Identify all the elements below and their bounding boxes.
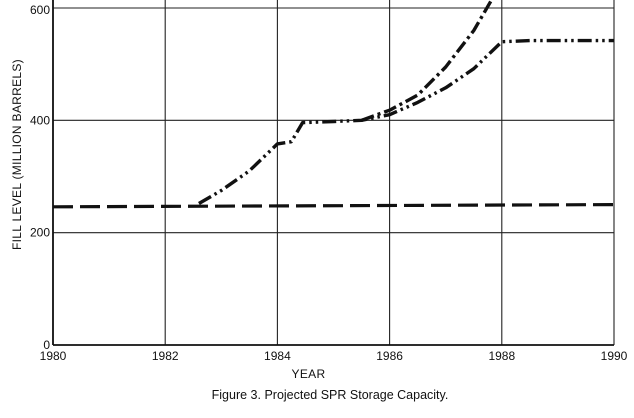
- x-tick-label: 1980: [40, 349, 67, 363]
- x-tick-label: 1986: [376, 349, 403, 363]
- y-tick-label: 200: [30, 226, 50, 240]
- x-tick-label: 1990: [601, 349, 628, 363]
- x-tick-label: 1984: [264, 349, 291, 363]
- y-tick-label: 0: [43, 338, 50, 352]
- y-tick-label: 600: [30, 3, 50, 17]
- x-tick-label: 1982: [152, 349, 179, 363]
- y-tick-label: 400: [30, 113, 50, 127]
- series-layer: [53, 0, 614, 209]
- y-axis-label: FILL LEVEL (MILLION BARRELS): [10, 59, 24, 250]
- x-tick-label: 1988: [488, 349, 515, 363]
- figure-caption: Figure 3. Projected SPR Storage Capacity…: [212, 388, 449, 402]
- series-line-dash-dot: [361, 0, 494, 122]
- series-line-dash-dot-dot: [198, 38, 614, 205]
- grid-layer: [52, 0, 615, 346]
- x-axis-label: YEAR: [292, 367, 326, 381]
- series-line-long-dash: [53, 203, 614, 209]
- tick-labels: 1980 1982 1984 1986 1988 1990 0 200 400 600: [30, 3, 628, 363]
